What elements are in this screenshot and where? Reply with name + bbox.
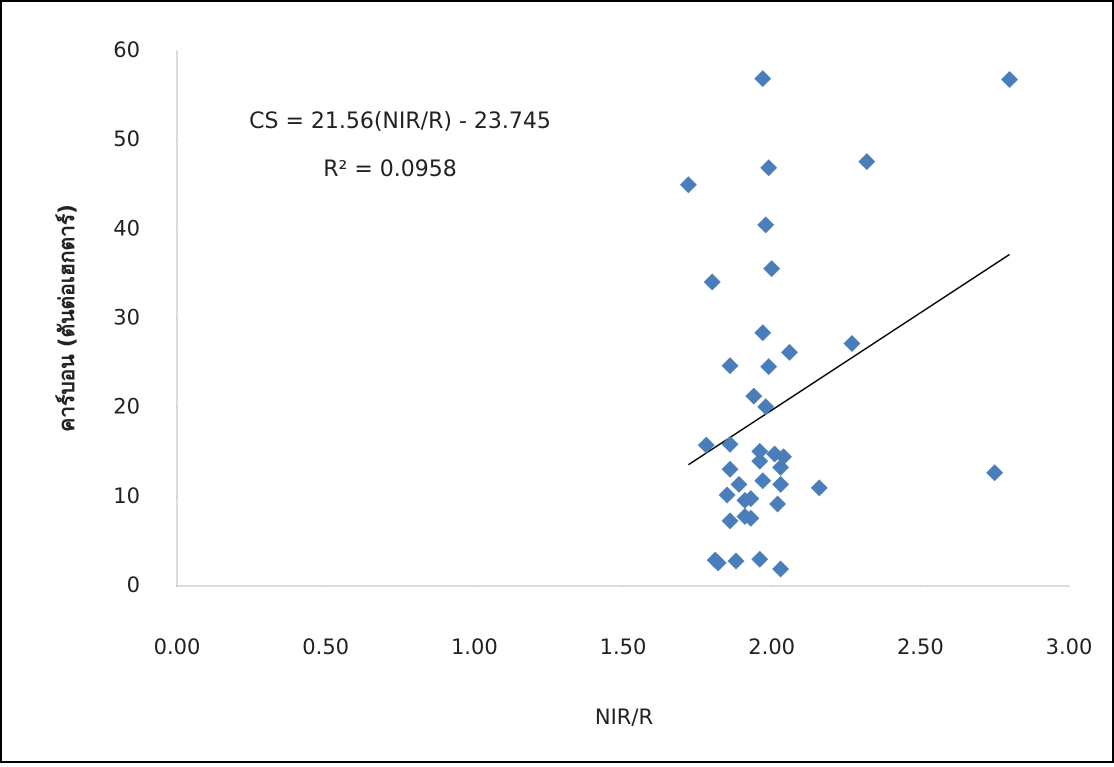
y-tick-label: 50	[113, 127, 140, 151]
y-tick-label: 60	[113, 38, 140, 62]
data-point	[772, 475, 790, 493]
data-point	[754, 324, 772, 342]
data-point	[763, 260, 781, 278]
data-point	[751, 452, 769, 470]
y-tick-label: 40	[113, 216, 140, 240]
x-tick-label: 1.00	[451, 635, 498, 659]
data-point	[721, 357, 739, 375]
data-point	[727, 552, 745, 570]
data-point	[742, 490, 760, 508]
data-point	[742, 509, 760, 527]
x-tick-label: 0.50	[302, 635, 349, 659]
data-point	[757, 216, 775, 234]
data-point	[781, 343, 799, 361]
data-point	[721, 512, 739, 530]
data-point	[718, 486, 736, 504]
data-point	[754, 472, 772, 490]
data-point	[769, 495, 787, 513]
data-point	[760, 358, 778, 376]
data-point	[858, 153, 876, 171]
data-point	[751, 442, 769, 460]
data-point	[1001, 71, 1019, 89]
r-squared: R² = 0.0958	[323, 157, 457, 182]
data-point	[843, 334, 861, 352]
data-point	[772, 458, 790, 476]
data-point	[721, 460, 739, 478]
y-tick-label: 30	[113, 306, 140, 330]
y-tick-label: 10	[113, 484, 140, 508]
x-axis-title: NIR/R	[595, 705, 653, 729]
x-tick-label: 3.00	[1046, 635, 1093, 659]
y-tick-label: 0	[127, 573, 140, 597]
data-point	[760, 159, 778, 177]
data-point	[754, 70, 772, 88]
y-tick-label: 20	[113, 395, 140, 419]
x-tick-label: 2.00	[748, 635, 795, 659]
data-point	[730, 475, 748, 493]
data-point	[757, 398, 775, 416]
data-point	[745, 387, 763, 405]
data-point	[810, 479, 828, 497]
x-tick-label: 1.50	[600, 635, 647, 659]
data-point	[679, 176, 697, 194]
x-tick-label: 2.50	[897, 635, 944, 659]
data-point	[703, 273, 721, 291]
trendline	[688, 253, 1010, 466]
y-axis-title: คาร์บอน (ตันต่อเฮกตาร์)	[55, 204, 79, 432]
equation: CS = 21.56(NIR/R) - 23.745	[249, 109, 551, 134]
data-point	[986, 464, 1004, 482]
data-point	[772, 560, 790, 578]
data-point	[697, 436, 715, 454]
data-point	[709, 554, 727, 572]
x-tick-label: 0.00	[154, 635, 201, 659]
data-point	[721, 435, 739, 453]
data-point	[751, 550, 769, 568]
